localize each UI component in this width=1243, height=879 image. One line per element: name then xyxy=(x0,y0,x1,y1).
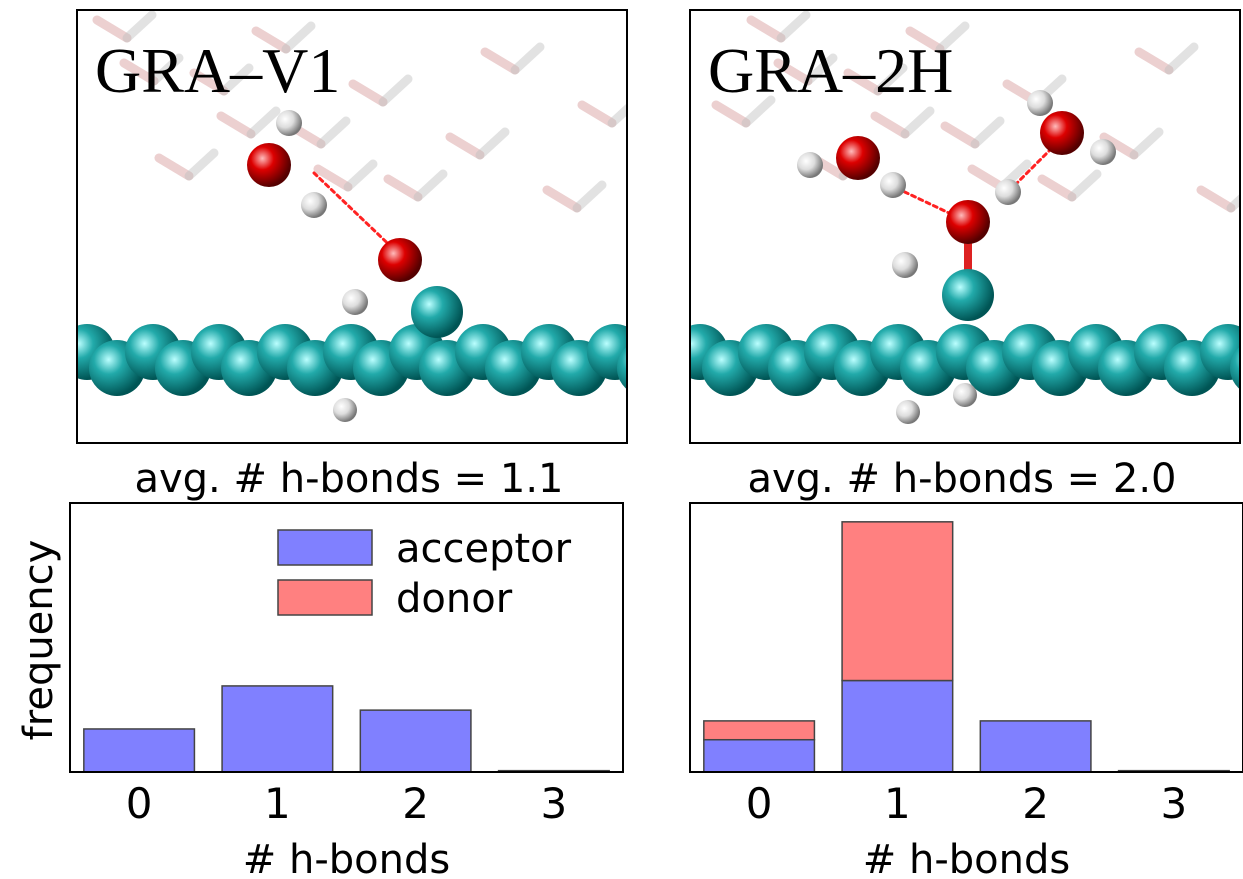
atom xyxy=(946,200,990,244)
bar xyxy=(980,721,1091,772)
atom xyxy=(587,324,643,380)
legend-swatch xyxy=(278,580,372,615)
bar xyxy=(704,740,815,772)
bond xyxy=(383,79,408,102)
x-tick-label: 3 xyxy=(541,779,568,828)
atom xyxy=(1090,139,1116,165)
bond xyxy=(221,116,251,134)
atom xyxy=(301,192,327,218)
x-tick-label: 0 xyxy=(126,779,153,828)
bar xyxy=(842,681,953,772)
bond xyxy=(612,100,637,123)
panel-title: GRA–V1 xyxy=(95,35,340,106)
bond xyxy=(159,158,189,176)
bond xyxy=(1139,52,1169,70)
bar xyxy=(704,721,815,740)
figure: GRA–V1 avg. # h-bonds = 1.1 GRA–2H avg. # h… xyxy=(0,0,1243,879)
bond xyxy=(972,169,1002,187)
x-tick-label: 1 xyxy=(884,779,911,828)
bond xyxy=(348,164,373,187)
bond xyxy=(1134,132,1159,155)
panel-subtitle: avg. # h-bonds = 2.0 xyxy=(747,456,1176,502)
legend-label: acceptor xyxy=(396,526,572,572)
bond xyxy=(485,52,515,70)
atom xyxy=(836,136,880,180)
atom xyxy=(617,340,673,396)
atom xyxy=(1027,90,1053,116)
atom xyxy=(276,110,302,136)
bond xyxy=(450,137,480,155)
panel-title: GRA–2H xyxy=(708,35,953,106)
bond xyxy=(321,121,346,144)
atom xyxy=(411,286,463,338)
x-tick-label: 3 xyxy=(1161,779,1188,828)
atom xyxy=(995,179,1021,205)
bond xyxy=(418,174,443,197)
bond xyxy=(547,190,577,208)
bond xyxy=(1169,47,1194,70)
y-axis-label: frequency xyxy=(16,540,62,741)
atom xyxy=(880,172,906,198)
bond xyxy=(515,47,540,70)
x-tick-label: 0 xyxy=(746,779,773,828)
bond xyxy=(1072,174,1097,197)
atom xyxy=(892,252,918,278)
x-tick-label: 2 xyxy=(1022,779,1049,828)
bond xyxy=(875,116,905,134)
legend-label: donor xyxy=(396,576,513,622)
atom xyxy=(247,143,291,187)
atom xyxy=(953,383,977,407)
atom xyxy=(342,289,368,315)
atom xyxy=(378,238,422,282)
bar xyxy=(842,522,953,681)
legend-swatch xyxy=(278,530,372,565)
bond xyxy=(905,111,930,134)
bond xyxy=(189,153,214,176)
bond xyxy=(1042,179,1072,197)
bar xyxy=(360,710,471,772)
bond xyxy=(1201,190,1231,208)
bond xyxy=(353,84,383,102)
bond xyxy=(716,105,746,123)
atom xyxy=(896,400,920,424)
atom xyxy=(797,152,823,178)
bond xyxy=(251,111,276,134)
atom xyxy=(1040,111,1084,155)
bar xyxy=(84,729,195,772)
bond xyxy=(582,105,612,123)
bond xyxy=(975,121,1000,144)
x-axis-label: # h-bonds xyxy=(863,837,1070,879)
atom xyxy=(942,269,994,321)
bond xyxy=(945,126,975,144)
panel-subtitle: avg. # h-bonds = 1.1 xyxy=(134,456,563,502)
x-tick-label: 1 xyxy=(264,779,291,828)
x-tick-label: 2 xyxy=(402,779,429,828)
atom xyxy=(333,398,357,422)
bond xyxy=(318,169,348,187)
bar xyxy=(222,686,333,772)
bond xyxy=(388,179,418,197)
bond xyxy=(1231,185,1243,208)
x-axis-label: # h-bonds xyxy=(243,837,450,879)
bond xyxy=(480,132,505,155)
bond xyxy=(577,185,602,208)
